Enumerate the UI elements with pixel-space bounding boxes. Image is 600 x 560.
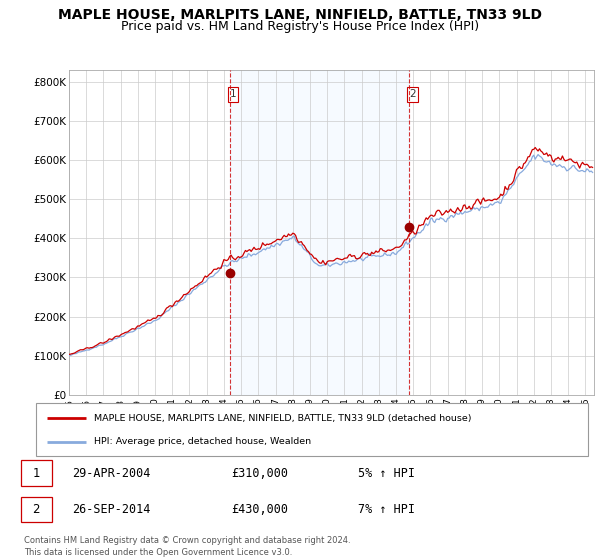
Text: £310,000: £310,000 [231,467,288,480]
Text: 2: 2 [32,503,40,516]
Text: Price paid vs. HM Land Registry's House Price Index (HPI): Price paid vs. HM Land Registry's House … [121,20,479,32]
Text: 7% ↑ HPI: 7% ↑ HPI [358,503,415,516]
Text: £430,000: £430,000 [231,503,288,516]
Bar [20,497,52,522]
Text: HPI: Average price, detached house, Wealden: HPI: Average price, detached house, Weal… [94,437,311,446]
Bar [230,70,409,395]
Text: 5% ↑ HPI: 5% ↑ HPI [358,467,415,480]
Text: Contains HM Land Registry data © Crown copyright and database right 2024.
This d: Contains HM Land Registry data © Crown c… [24,536,350,557]
Text: 29-APR-2004: 29-APR-2004 [73,467,151,480]
Text: 1: 1 [32,467,40,480]
Bar [20,460,52,486]
Text: MAPLE HOUSE, MARLPITS LANE, NINFIELD, BATTLE, TN33 9LD: MAPLE HOUSE, MARLPITS LANE, NINFIELD, BA… [58,8,542,22]
Text: 26-SEP-2014: 26-SEP-2014 [73,503,151,516]
Text: MAPLE HOUSE, MARLPITS LANE, NINFIELD, BATTLE, TN33 9LD (detached house): MAPLE HOUSE, MARLPITS LANE, NINFIELD, BA… [94,414,472,423]
Text: 1: 1 [230,90,236,100]
Text: 2: 2 [409,90,416,100]
